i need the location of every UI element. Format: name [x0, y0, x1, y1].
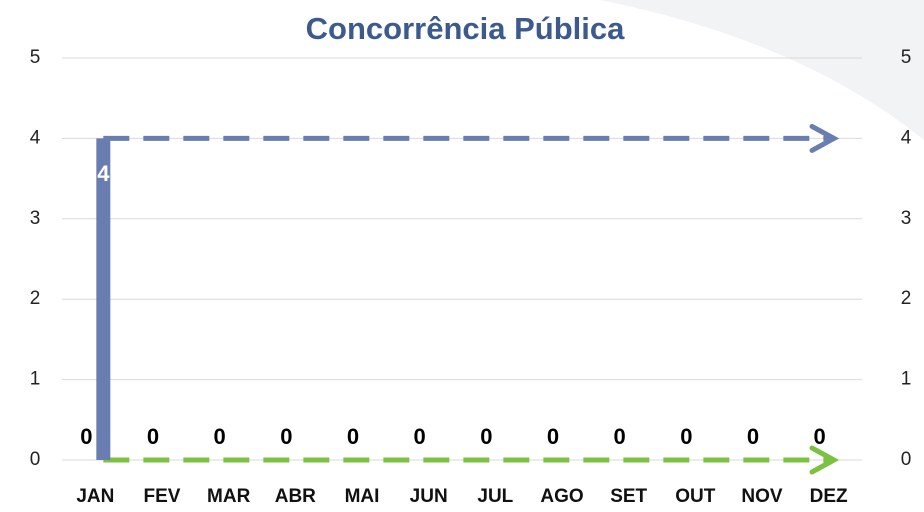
value-label: 0 [697, 424, 709, 449]
y-tick-label: 1 [30, 369, 41, 390]
y-tick-label: 2 [30, 288, 41, 309]
value-label: 0 [431, 424, 443, 449]
y2-tick-label: 1 [901, 369, 912, 390]
value-label: 0 [164, 424, 176, 449]
value-label: 0 [747, 424, 759, 449]
value-label: 0 [347, 424, 359, 449]
chart-title: Concorrência Pública [306, 11, 625, 46]
x-tick-label: DEZ [810, 486, 848, 507]
x-tick-label: JAN [76, 486, 114, 507]
value-label: 0 [231, 424, 243, 449]
y-tick-label: 5 [30, 47, 41, 68]
y2-tick-label: 2 [901, 288, 912, 309]
bar [96, 138, 111, 460]
value-label: 0 [764, 424, 776, 449]
value-label: 0 [814, 424, 826, 449]
y2-tick-label: 5 [901, 47, 912, 68]
value-label: 0 [497, 424, 509, 449]
x-tick-label: NOV [741, 486, 783, 507]
value-label: 0 [614, 424, 626, 449]
x-tick-label: SET [610, 486, 647, 507]
x-tick-label: AGO [540, 486, 583, 507]
value-label: 0 [297, 424, 309, 449]
y-tick-label: 4 [30, 127, 41, 148]
value-label: 4 [97, 161, 110, 186]
value-label: 0 [80, 424, 92, 449]
x-tick-label: JUL [477, 486, 513, 507]
x-tick-label: MAI [345, 486, 380, 507]
y-tick-label: 0 [30, 449, 41, 470]
value-label: 0 [547, 424, 559, 449]
value-label: 0 [364, 424, 376, 449]
x-tick-label: ABR [275, 486, 316, 507]
y2-tick-label: 3 [901, 208, 912, 229]
arrow-head [809, 445, 840, 475]
background-swoosh [600, 0, 924, 140]
value-label: 0 [147, 424, 159, 449]
arrow-head [809, 123, 840, 153]
y2-tick-label: 0 [901, 449, 912, 470]
x-tick-label: OUT [675, 486, 716, 507]
y2-tick-label: 4 [901, 127, 912, 148]
value-label: 0 [480, 424, 492, 449]
x-tick-label: MAR [207, 486, 251, 507]
value-label: 0 [680, 424, 692, 449]
value-label: 0 [414, 424, 426, 449]
value-label: 0 [564, 424, 576, 449]
value-label: 0 [280, 424, 292, 449]
y-tick-label: 3 [30, 208, 41, 229]
x-tick-label: JUN [410, 486, 448, 507]
value-label: 0 [214, 424, 226, 449]
value-label: 0 [831, 424, 843, 449]
value-label: 0 [631, 424, 643, 449]
x-tick-label: FEV [144, 486, 181, 507]
